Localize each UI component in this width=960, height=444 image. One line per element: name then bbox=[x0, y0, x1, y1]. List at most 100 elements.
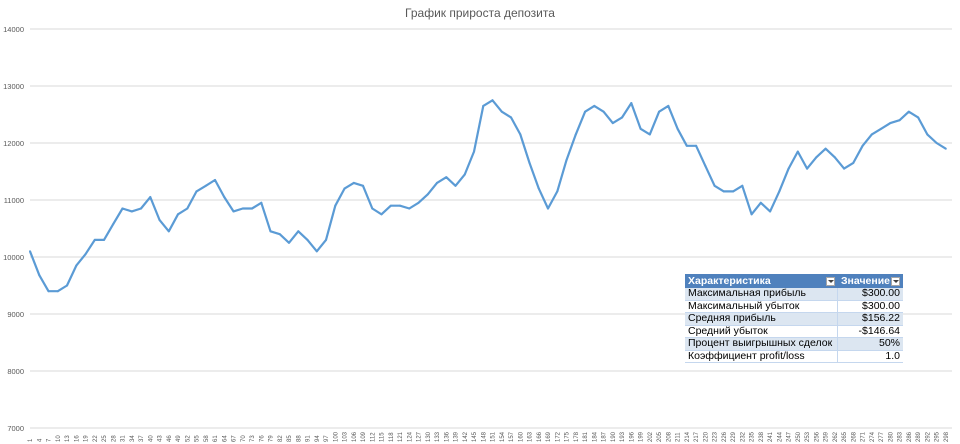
x-tick-label: 235 bbox=[750, 431, 756, 442]
data-point bbox=[389, 204, 392, 207]
data-point bbox=[436, 181, 438, 184]
stat-value: $300.00 bbox=[837, 287, 903, 301]
x-tick-label: 166 bbox=[537, 431, 543, 442]
x-tick-label: 58 bbox=[204, 435, 210, 442]
filter-dropdown-icon[interactable] bbox=[825, 276, 835, 286]
gridlines bbox=[30, 28, 952, 429]
x-tick-label: 175 bbox=[565, 431, 571, 442]
data-point bbox=[223, 196, 226, 199]
x-tick-label: 259 bbox=[824, 431, 830, 442]
x-tick-label: 118 bbox=[389, 432, 395, 442]
data-point bbox=[658, 110, 661, 113]
x-tick-label: 37 bbox=[139, 435, 145, 442]
x-tick-label: 145 bbox=[472, 431, 478, 442]
x-tick-label: 136 bbox=[444, 431, 450, 442]
x-tick-label: 106 bbox=[352, 431, 358, 442]
data-point bbox=[806, 167, 809, 170]
data-point bbox=[611, 122, 614, 125]
x-tick-label: 91 bbox=[306, 435, 312, 442]
data-point bbox=[732, 190, 735, 193]
data-point bbox=[47, 290, 50, 293]
x-tick-label: 112 bbox=[370, 432, 376, 442]
x-tick-label: 262 bbox=[833, 431, 839, 442]
x-tick-label: 82 bbox=[278, 435, 284, 442]
data-point bbox=[870, 133, 873, 136]
x-tick-label: 124 bbox=[407, 431, 413, 442]
x-tick-label: 64 bbox=[222, 435, 228, 442]
stats-header-characteristic[interactable]: Характеристика bbox=[685, 274, 838, 288]
data-point bbox=[750, 213, 753, 216]
stat-value: -$146.64 bbox=[837, 325, 903, 338]
x-tick-label: 151 bbox=[491, 431, 497, 442]
data-point bbox=[112, 222, 115, 225]
data-point bbox=[334, 204, 337, 207]
x-tick-label: 19 bbox=[84, 435, 90, 442]
table-row: Коэффициент profit/loss 1.0 bbox=[685, 350, 903, 363]
x-tick-label: 52 bbox=[185, 435, 191, 442]
data-point bbox=[260, 201, 263, 204]
stats-header-row: Характеристика Значение bbox=[685, 274, 903, 288]
x-tick-label: 100 bbox=[333, 431, 339, 442]
x-tick-label: 127 bbox=[417, 431, 423, 442]
stat-label: Коэффициент profit/loss bbox=[685, 350, 838, 363]
data-point bbox=[602, 110, 605, 113]
y-tick-label: 9000 bbox=[7, 310, 24, 319]
stat-label: Максимальный убыток bbox=[685, 300, 838, 313]
data-point bbox=[278, 233, 281, 236]
filter-dropdown-icon[interactable] bbox=[891, 276, 900, 286]
data-point bbox=[343, 187, 346, 190]
data-point bbox=[195, 190, 198, 193]
x-tick-label: 157 bbox=[509, 431, 515, 442]
data-point bbox=[121, 207, 124, 210]
data-point bbox=[898, 119, 901, 122]
x-tick-label: 214 bbox=[685, 431, 691, 442]
data-point bbox=[667, 104, 670, 107]
x-tick-label: 286 bbox=[907, 431, 913, 442]
table-row: Средний убыток -$146.64 bbox=[685, 325, 903, 338]
data-point bbox=[491, 99, 494, 102]
data-point bbox=[584, 110, 587, 113]
x-tick-label: 244 bbox=[777, 431, 783, 442]
data-point bbox=[861, 144, 864, 147]
x-tick-label: 55 bbox=[195, 435, 201, 442]
x-tick-label: 4 bbox=[37, 438, 43, 442]
stats-header-value[interactable]: Значение bbox=[837, 274, 903, 288]
data-point bbox=[907, 110, 910, 113]
x-tick-label: 277 bbox=[879, 431, 885, 442]
x-tick-label: 10 bbox=[56, 435, 62, 442]
x-tick-label: 238 bbox=[759, 431, 765, 442]
x-tick-label: 283 bbox=[898, 431, 904, 442]
data-point bbox=[306, 238, 309, 241]
x-tick-label: 223 bbox=[713, 431, 719, 442]
data-point bbox=[75, 264, 78, 267]
x-tick-label: 46 bbox=[167, 435, 173, 442]
x-tick-label: 76 bbox=[259, 435, 265, 442]
x-tick-label: 163 bbox=[528, 431, 534, 442]
x-tick-label: 142 bbox=[463, 431, 469, 442]
x-tick-label: 109 bbox=[361, 431, 367, 442]
x-tick-label: 271 bbox=[861, 431, 867, 442]
x-tick-label: 202 bbox=[648, 431, 654, 442]
x-tick-label: 85 bbox=[287, 435, 293, 442]
x-tick-label: 16 bbox=[74, 435, 80, 442]
data-point bbox=[685, 144, 688, 147]
x-tick-label: 292 bbox=[925, 431, 931, 442]
x-tick-label: 184 bbox=[592, 431, 598, 442]
x-tick-label: 208 bbox=[666, 431, 672, 442]
data-point bbox=[519, 133, 522, 136]
x-tick-label: 31 bbox=[121, 435, 127, 442]
data-point bbox=[380, 213, 383, 216]
data-point bbox=[417, 201, 420, 204]
data-point bbox=[84, 253, 87, 256]
data-point bbox=[186, 207, 189, 210]
x-tick-label: 148 bbox=[481, 431, 487, 442]
x-tick-label: 226 bbox=[722, 431, 728, 442]
x-tick-label: 70 bbox=[241, 435, 247, 442]
x-tick-label: 34 bbox=[130, 435, 136, 442]
data-point bbox=[251, 207, 253, 210]
table-row: Максимальная прибыль $300.00 bbox=[685, 287, 903, 301]
data-point bbox=[713, 184, 716, 187]
data-point bbox=[676, 127, 679, 130]
data-point bbox=[547, 207, 549, 210]
stat-value: 50% bbox=[837, 337, 903, 351]
